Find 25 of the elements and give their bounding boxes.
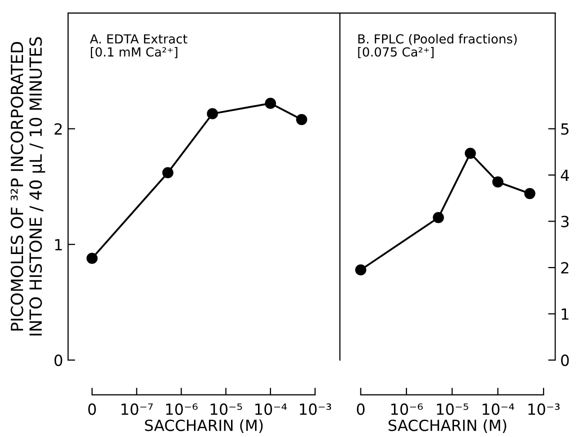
x-tick-label: 10⁻⁵ [437, 403, 468, 415]
y-axis-title: PICOMOLES OF ³²P INCORPORATED INTO HISTONE / 40 µL / 10 MINUTES [10, 37, 46, 336]
y2-tick-label: 0 [561, 354, 569, 366]
x-tick-label: 10⁻⁴ [255, 403, 287, 415]
x-tick-label: 10⁻⁷ [122, 403, 153, 415]
x-axis-title: SACCHARIN (M) [145, 419, 263, 433]
x-tick-label: 10⁻³ [528, 403, 560, 415]
y-tick-label: 1 [55, 239, 62, 250]
y2-tick-label: 1 [562, 308, 568, 320]
x-tick-label: 10⁻⁶ [166, 403, 198, 415]
y2-tick-label: 3 [561, 216, 569, 228]
x-tick-label: 10⁻⁴ [482, 403, 514, 415]
x-axis-title: SACCHARIN (M) [388, 419, 506, 433]
y2-tick-label: 2 [561, 262, 568, 274]
y2-tick-label: 5 [561, 123, 568, 135]
text: A. EDTA Extract [0.1 mM Ca²⁺] [90, 34, 188, 58]
x-tick-label: 10⁻⁵ [210, 403, 242, 415]
x-tick-label: 0 [88, 403, 96, 415]
y-tick-label: 2 [54, 123, 62, 135]
x-tick-label: 0 [356, 403, 365, 415]
text: B. FPLC (Pooled fractions) [0.075 Ca²⁺] [358, 34, 517, 58]
y2-tick-label: 4 [560, 170, 569, 181]
y-tick-label: 0 [54, 354, 62, 366]
x-tick-label: 10⁻³ [300, 403, 332, 415]
x-tick-label: 10⁻⁶ [391, 403, 423, 415]
